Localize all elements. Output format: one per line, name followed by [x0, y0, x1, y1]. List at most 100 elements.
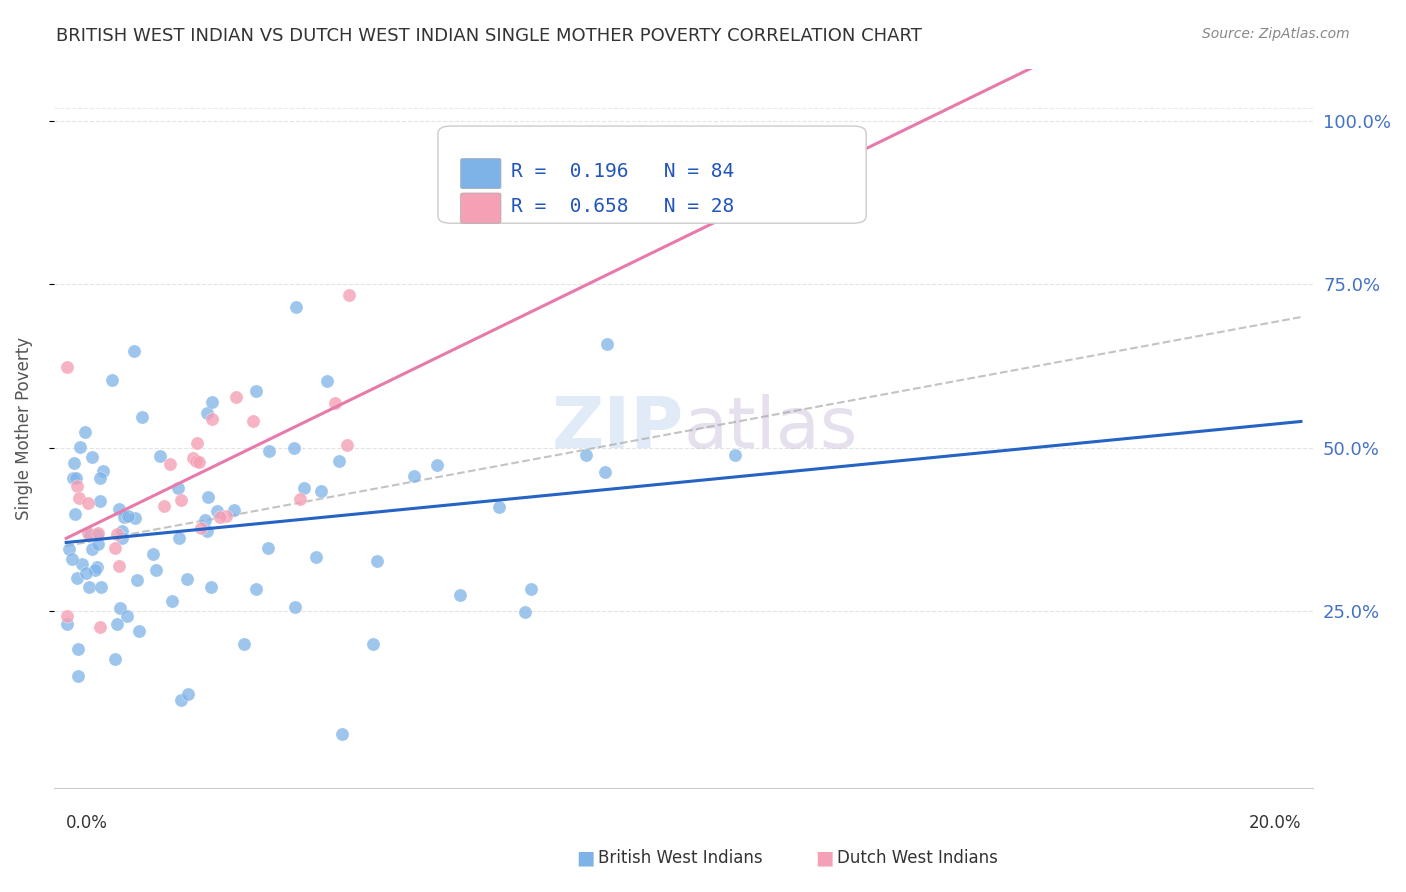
- Point: [285, 300, 308, 314]
- Point: [366, 554, 388, 568]
- Text: Dutch West Indians: Dutch West Indians: [837, 849, 997, 867]
- Point: [70, 557, 93, 571]
- Point: [87, 537, 110, 551]
- Point: [194, 513, 217, 527]
- Point: [115, 608, 138, 623]
- Point: [242, 414, 264, 428]
- Point: [56, 360, 79, 375]
- Point: [62, 471, 84, 485]
- Point: [288, 491, 311, 506]
- Point: [159, 457, 181, 471]
- Text: ■: ■: [815, 848, 834, 868]
- Point: [112, 509, 135, 524]
- Point: [215, 509, 238, 524]
- Point: [111, 532, 134, 546]
- Point: [75, 566, 97, 580]
- FancyBboxPatch shape: [461, 159, 501, 189]
- Point: [124, 344, 146, 359]
- Text: R =  0.196   N = 84: R = 0.196 N = 84: [510, 162, 734, 181]
- Point: [149, 449, 172, 463]
- Point: [305, 549, 328, 564]
- Point: [86, 526, 108, 541]
- Point: [101, 373, 124, 387]
- Point: [596, 337, 619, 351]
- Text: 0.0%: 0.0%: [66, 814, 108, 832]
- Point: [222, 503, 245, 517]
- Point: [309, 484, 332, 499]
- Point: [76, 495, 98, 509]
- Point: [259, 444, 281, 458]
- Point: [166, 481, 188, 495]
- Point: [292, 481, 315, 495]
- Point: [117, 508, 139, 523]
- Point: [65, 507, 87, 521]
- Point: [145, 563, 167, 577]
- Point: [283, 600, 305, 615]
- Point: [184, 453, 207, 467]
- Point: [181, 450, 204, 465]
- Point: [169, 531, 191, 545]
- Point: [330, 727, 353, 741]
- Point: [245, 582, 267, 596]
- Point: [84, 563, 107, 577]
- Point: [104, 652, 127, 666]
- Point: [190, 521, 212, 535]
- Point: [67, 642, 90, 657]
- Point: [208, 509, 231, 524]
- Point: [205, 504, 228, 518]
- Point: [108, 601, 131, 615]
- Point: [56, 617, 79, 632]
- Text: Source: ZipAtlas.com: Source: ZipAtlas.com: [1202, 27, 1350, 41]
- Point: [62, 456, 84, 470]
- Point: [361, 637, 384, 651]
- Point: [186, 436, 208, 450]
- Point: [283, 441, 305, 455]
- Point: [316, 374, 339, 388]
- Text: BRITISH WEST INDIAN VS DUTCH WEST INDIAN SINGLE MOTHER POVERTY CORRELATION CHART: BRITISH WEST INDIAN VS DUTCH WEST INDIAN…: [56, 27, 922, 45]
- Point: [449, 588, 471, 602]
- Y-axis label: Single Mother Poverty: Single Mother Poverty: [15, 336, 32, 520]
- Point: [724, 448, 747, 462]
- Point: [325, 395, 347, 409]
- Point: [515, 605, 537, 619]
- Point: [67, 491, 90, 505]
- Point: [105, 527, 128, 541]
- Point: [89, 494, 111, 508]
- Point: [79, 527, 101, 541]
- Point: [200, 580, 222, 594]
- Point: [58, 541, 80, 556]
- Point: [77, 526, 100, 541]
- Point: [142, 547, 165, 561]
- Point: [108, 559, 131, 574]
- Point: [225, 390, 247, 404]
- Point: [187, 455, 209, 469]
- Point: [153, 500, 176, 514]
- Point: [105, 616, 128, 631]
- Point: [86, 560, 108, 574]
- Point: [124, 511, 146, 525]
- Point: [426, 458, 449, 472]
- Point: [201, 394, 224, 409]
- Point: [82, 541, 104, 556]
- Point: [177, 687, 200, 701]
- Point: [108, 501, 131, 516]
- Point: [131, 410, 153, 425]
- Point: [75, 425, 97, 440]
- Point: [200, 412, 222, 426]
- Point: [89, 620, 111, 634]
- Point: [79, 580, 101, 594]
- Point: [337, 288, 360, 302]
- Point: [67, 669, 90, 683]
- Point: [104, 541, 127, 556]
- Point: [488, 500, 510, 515]
- FancyBboxPatch shape: [437, 126, 866, 223]
- Point: [90, 580, 112, 594]
- Point: [69, 440, 91, 454]
- Point: [66, 479, 89, 493]
- Point: [89, 471, 111, 485]
- Point: [195, 524, 218, 538]
- Point: [520, 582, 543, 596]
- Point: [128, 624, 150, 638]
- Point: [170, 492, 193, 507]
- Point: [111, 524, 134, 538]
